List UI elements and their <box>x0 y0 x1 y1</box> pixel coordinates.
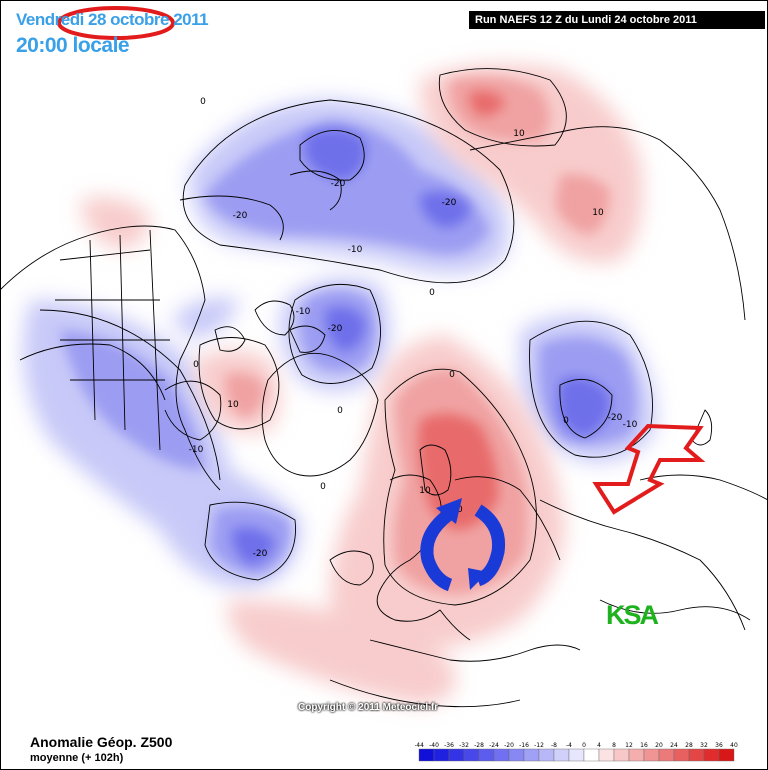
legend-tick-label: 28 <box>685 742 693 749</box>
legend-swatch <box>718 748 735 762</box>
contour-label: -20 <box>331 179 346 189</box>
positive-anomaly-fields <box>80 64 643 705</box>
contour-label: -20 <box>233 211 248 221</box>
ksa-logo-text: KSA <box>606 600 659 630</box>
legend-swatch <box>478 748 495 762</box>
legend-tick-label: -16 <box>519 742 529 749</box>
date-highlight-ellipse <box>57 6 175 40</box>
contour-label: 10 <box>513 129 525 139</box>
legend-tick-label: 0 <box>582 742 586 749</box>
legend-swatch <box>703 748 720 762</box>
legend-swatch <box>508 748 525 762</box>
blue-arrowhead-icon <box>468 568 488 590</box>
legend-swatch <box>658 748 675 762</box>
map-variable-subtitle: moyenne (+ 102h) <box>30 752 124 764</box>
red-flow-arrow-icon <box>592 423 706 515</box>
legend-tick-label: -24 <box>489 742 499 749</box>
legend-swatch <box>433 748 450 762</box>
legend-tick-label: -4 <box>566 742 572 749</box>
contour-label: 0 <box>563 416 569 426</box>
legend-swatch <box>628 748 645 762</box>
blue-arrowhead-icon <box>436 498 462 524</box>
legend-tick-label: 32 <box>700 742 708 749</box>
legend-swatch <box>463 748 480 762</box>
contour-lines <box>39 68 653 606</box>
legend-swatch <box>418 748 435 762</box>
run-info-text: Run NAEFS 12 Z du Lundi 24 octobre 2011 <box>475 14 697 26</box>
legend-tick-label: -40 <box>429 742 439 749</box>
contour-label: 10 <box>419 486 431 496</box>
contour-label: -20 <box>253 549 268 559</box>
legend-swatch <box>553 748 570 762</box>
contour-label: 0 <box>449 370 455 380</box>
legend-tick-label: -44 <box>415 742 424 749</box>
legend-tick-label: 16 <box>640 742 648 749</box>
contour-label: 10 <box>227 400 239 410</box>
contour-label: 0 <box>429 288 435 298</box>
negative-anomaly-fields <box>23 99 656 590</box>
legend-tick-label: 4 <box>597 742 601 749</box>
contour-label: -20 <box>442 198 457 208</box>
contour-label: -10 <box>348 245 363 255</box>
legend-tick-label: -8 <box>551 742 557 749</box>
legend-swatch <box>493 748 510 762</box>
forecast-hour-title: 20:00 locale <box>16 34 130 57</box>
legend-swatch <box>673 748 690 762</box>
legend-tick-label: -12 <box>534 742 544 749</box>
legend-tick-label: 36 <box>715 742 723 749</box>
legend-tick-label: -20 <box>504 742 514 749</box>
legend-swatch <box>583 748 600 762</box>
contour-label: -10 <box>296 307 311 317</box>
blue-rotation-arrows-icon <box>420 504 506 592</box>
legend-tick-label: 8 <box>612 742 616 749</box>
legend-tick-label: 24 <box>670 742 678 749</box>
legend-swatch <box>448 748 465 762</box>
legend-tick-label: -36 <box>444 742 454 749</box>
legend-swatch <box>538 748 555 762</box>
copyright-text: Copyright © 2011 Meteociel.fr <box>298 702 439 713</box>
forecast-date-title: Vendredi 28 octobre 2011 <box>16 10 209 29</box>
ksa-logo: KSA <box>606 600 659 631</box>
legend-swatch <box>568 748 585 762</box>
legend-swatch <box>643 748 660 762</box>
map-variable-title: Anomalie Géop. Z500 <box>30 734 173 750</box>
legend-swatch <box>613 748 630 762</box>
legend-tick-label: -32 <box>459 742 469 749</box>
contour-label: -20 <box>608 413 623 423</box>
contour-label: -10 <box>189 445 204 455</box>
contour-label: 10 <box>592 208 604 218</box>
contour-label: 0 <box>337 406 343 416</box>
legend-tick-label: 12 <box>625 742 633 749</box>
legend-tick-label: 20 <box>655 742 663 749</box>
contour-label: -10 <box>623 420 638 430</box>
run-info-banner: Run NAEFS 12 Z du Lundi 24 octobre 2011 <box>469 11 765 29</box>
legend-tick-label: 40 <box>730 742 738 749</box>
legend-swatch <box>598 748 615 762</box>
legend-swatch <box>523 748 540 762</box>
contour-label: 0 <box>320 482 326 492</box>
geography-lines <box>0 126 768 708</box>
contour-label: 0 <box>200 97 206 107</box>
contour-label: 0 <box>193 360 199 370</box>
legend-swatch <box>688 748 705 762</box>
contour-label: -20 <box>328 324 343 334</box>
color-scale-legend: -44 -40 -36 -32 -28 -24 -20 -16 -12 -8 -4 0 4 8 12 16 20… <box>415 742 738 762</box>
legend-tick-label: -28 <box>474 742 484 749</box>
